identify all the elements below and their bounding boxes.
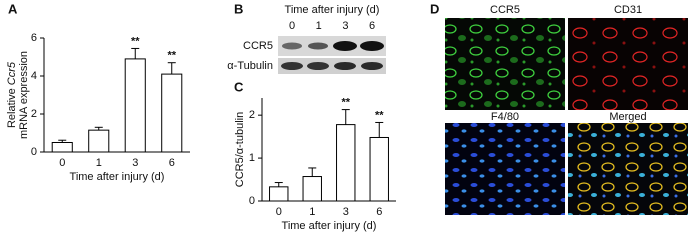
y-axis-title: mRNA expression (18, 51, 30, 139)
x-tick-label: 1 (309, 206, 315, 218)
figure: A 0 2 4 6 0 1 3 ** 6 ** Time after injury (d) Relati… (6, 1, 688, 232)
blot-title: Time after injury (d) (285, 4, 380, 16)
y-tick-label: 0 (249, 195, 255, 207)
micrograph-grid (445, 18, 688, 215)
y-axis-title-part: CCR5/α-tubulin (234, 112, 246, 187)
bar (369, 136, 389, 202)
y-axis-title: Relative Ccr5 (6, 61, 18, 128)
significance: ** (375, 109, 384, 121)
bar (51, 142, 73, 153)
x-tick-label: 3 (132, 157, 138, 169)
x-axis-title: Time after injury (d) (282, 220, 377, 232)
x-tick-label: 1 (96, 157, 102, 169)
micrograph-label: Merged (609, 111, 646, 123)
panel-label: C (234, 79, 244, 94)
blot-row-label: CCR5 (243, 40, 273, 52)
blot-row-label: α-Tubulin (227, 60, 273, 72)
significance: ** (167, 50, 176, 62)
lane-label: 1 (316, 20, 322, 32)
x-tick-label: 3 (343, 206, 349, 218)
blot-image (278, 36, 386, 74)
error-bar (94, 126, 103, 131)
bar (302, 176, 322, 202)
error-bar (167, 62, 176, 75)
bar (88, 129, 110, 153)
x-tick-label: 0 (59, 157, 65, 169)
error-bar (274, 182, 283, 187)
bar (161, 73, 183, 153)
bar (124, 58, 146, 153)
y-tick-label: 4 (31, 70, 37, 82)
y-axis-title: CCR5/α-tubulin (234, 112, 246, 187)
x-tick-label: 0 (276, 206, 282, 218)
y-axis-title-part: Ccr5 (6, 61, 18, 85)
micrograph-label: CCR5 (490, 4, 520, 16)
panel-label: D (430, 1, 439, 16)
x-axis-title: Time after injury (d) (70, 171, 165, 183)
error-bar (375, 121, 384, 138)
lane-label: 3 (342, 20, 348, 32)
x-tick-label: 6 (169, 157, 175, 169)
error-bar (341, 109, 350, 125)
bar (336, 124, 356, 202)
micrograph-label: CD31 (614, 4, 642, 16)
panel-label: B (234, 1, 243, 16)
panel-label: A (8, 1, 18, 16)
y-axis-title-part: mRNA expression (18, 51, 30, 139)
error-bar (131, 47, 140, 59)
y-tick-label: 2 (249, 109, 255, 121)
error-bar (58, 139, 67, 143)
y-tick-label: 1 (249, 152, 255, 164)
bar (269, 186, 289, 202)
lane-label: 6 (369, 20, 375, 32)
y-axis-title-part: Relative (6, 85, 18, 128)
error-bar (308, 167, 317, 177)
x-tick-label: 6 (376, 206, 382, 218)
y-tick-label: 2 (31, 108, 37, 120)
lane-label: 0 (289, 20, 295, 32)
significance: ** (131, 35, 140, 47)
significance: ** (341, 96, 350, 108)
y-tick-label: 6 (31, 32, 37, 44)
micrograph-label: F4/80 (491, 111, 519, 123)
y-tick-label: 0 (31, 146, 37, 158)
